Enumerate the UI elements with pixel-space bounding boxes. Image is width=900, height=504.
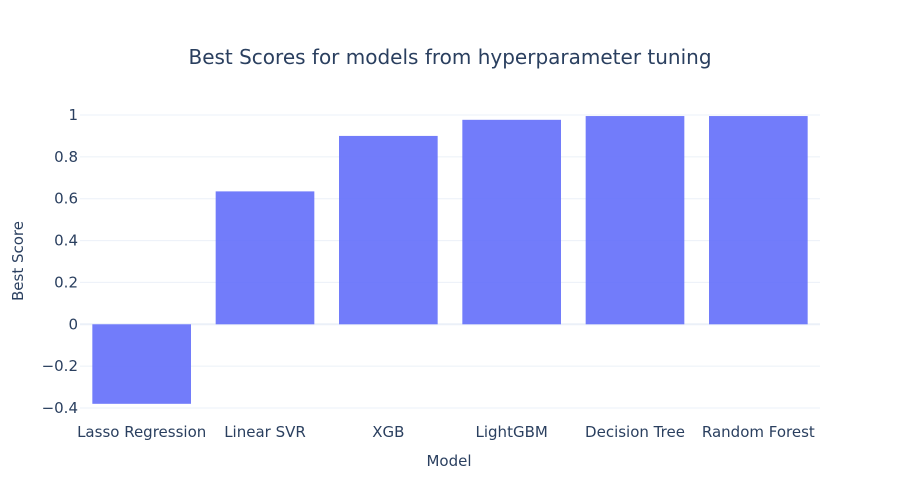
x-axis-ticks: Lasso Regression Linear SVR XGB LightGBM Dec… xyxy=(77,423,815,441)
x-tick-label: XGB xyxy=(372,423,404,441)
x-tick-label: Random Forest xyxy=(702,423,815,441)
x-tick-label: Lasso Regression xyxy=(77,423,206,441)
y-tick-label: 0.2 xyxy=(54,273,78,291)
y-axis-title: Best Score xyxy=(9,221,27,301)
y-tick-label: 0.6 xyxy=(54,190,78,208)
y-axis-ticks: −0.4 −0.2 0 0.2 0.4 0.6 0.8 1 xyxy=(42,106,78,417)
y-tick-label: 0 xyxy=(68,315,78,333)
bar[interactable] xyxy=(215,191,315,325)
gridlines xyxy=(80,114,820,409)
bars xyxy=(92,116,808,404)
x-tick-label: LightGBM xyxy=(476,423,548,441)
y-tick-label: −0.4 xyxy=(42,399,78,417)
y-tick-label: −0.2 xyxy=(42,357,78,375)
bar[interactable] xyxy=(339,135,438,325)
bar[interactable] xyxy=(92,324,191,404)
y-tick-label: 0.4 xyxy=(54,232,78,250)
bar[interactable] xyxy=(709,116,808,325)
x-axis-title: Model xyxy=(426,452,471,470)
y-tick-label: 1 xyxy=(68,106,78,124)
y-tick-label: 0.8 xyxy=(54,148,78,166)
bar[interactable] xyxy=(462,119,561,325)
bar[interactable] xyxy=(585,116,685,325)
chart-title: Best Scores for models from hyperparamet… xyxy=(188,45,711,69)
x-tick-label: Decision Tree xyxy=(585,423,685,441)
x-tick-label: Linear SVR xyxy=(224,423,306,441)
